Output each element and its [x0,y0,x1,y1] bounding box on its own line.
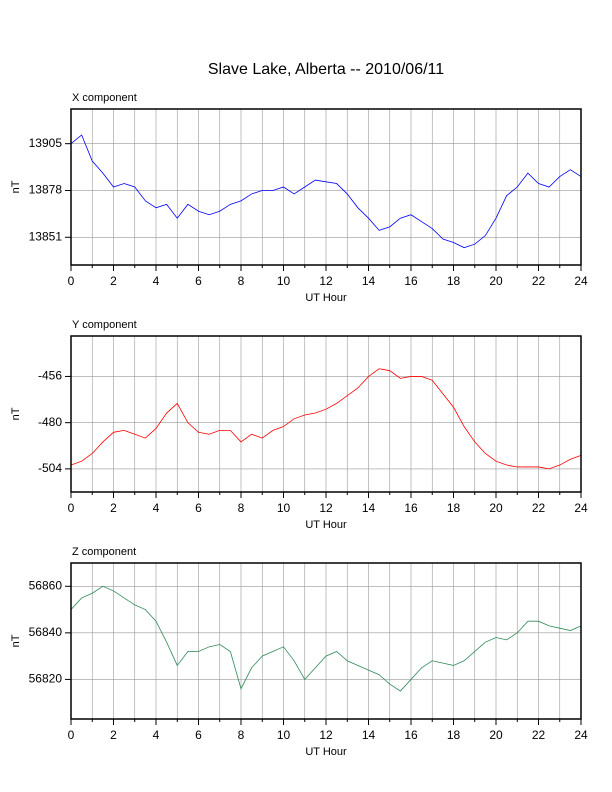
x-tick-label: 4 [153,728,160,742]
x-tick-label: 6 [195,501,202,515]
x-tick-label: 14 [362,728,376,742]
x-tick-label: 12 [319,501,333,515]
plot-frame [70,108,582,266]
x-tick-label: 14 [362,501,376,515]
x-tick-label: 12 [319,728,333,742]
x-tick-label: 6 [195,274,202,288]
x-tick-label: 24 [574,274,588,288]
panel-title: X component [72,92,137,104]
y-tick-label: -456 [38,369,62,383]
plot-frame [70,335,582,493]
x-tick-label: 0 [68,501,75,515]
x-tick-label: 24 [574,501,588,515]
plot-frame [70,562,582,720]
x-tick-label: 16 [404,728,418,742]
y-axis-label: nT [10,634,22,647]
x-tick-label: 8 [238,274,245,288]
panel-title: Y component [72,319,137,331]
data-line [70,134,582,249]
data-line [70,585,582,692]
x-tick-label: 2 [110,501,117,515]
x-axis-label: UT Hour [305,292,347,304]
x-tick-label: 0 [68,274,75,288]
x-axis-label: UT Hour [305,746,347,758]
x-tick-label: 20 [489,274,503,288]
y-tick-label: 13878 [29,183,63,197]
x-tick-label: 2 [110,728,117,742]
data-line [70,368,582,470]
x-tick-label: 12 [319,274,333,288]
y-tick-label: 13851 [29,229,63,243]
x-tick-label: 10 [277,728,291,742]
y-axis-label: nT [10,180,22,193]
x-tick-label: 4 [153,274,160,288]
y-tick-label: 56860 [29,578,63,592]
x-tick-label: 20 [489,501,503,515]
chart-title: Slave Lake, Alberta -- 2010/06/11 [208,61,444,78]
x-tick-label: 0 [68,728,75,742]
y-tick-label: -504 [38,461,62,475]
x-tick-label: 2 [110,274,117,288]
x-tick-label: 22 [532,274,546,288]
x-tick-label: 16 [404,274,418,288]
y-tick-label: 56840 [29,625,63,639]
x-tick-label: 10 [277,501,291,515]
x-tick-label: 18 [447,728,461,742]
panel-title: Z component [72,546,136,558]
x-tick-label: 10 [277,274,291,288]
x-tick-label: 18 [447,501,461,515]
x-tick-label: 24 [574,728,588,742]
x-tick-label: 6 [195,728,202,742]
x-axis-label: UT Hour [305,519,347,531]
x-tick-label: 20 [489,728,503,742]
x-tick-label: 8 [238,501,245,515]
y-axis-label: nT [10,407,22,420]
x-tick-label: 22 [532,501,546,515]
y-tick-label: 13905 [29,136,63,150]
x-tick-label: 14 [362,274,376,288]
x-tick-label: 22 [532,728,546,742]
y-tick-label: -480 [38,415,62,429]
x-tick-label: 4 [153,501,160,515]
x-tick-label: 18 [447,274,461,288]
x-tick-label: 8 [238,728,245,742]
x-tick-label: 16 [404,501,418,515]
y-tick-label: 56820 [29,672,63,686]
